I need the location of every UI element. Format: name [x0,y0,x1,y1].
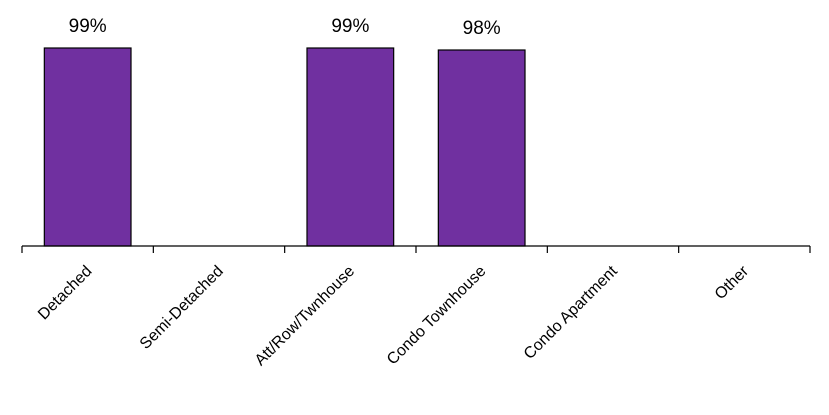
category-label: Att/Row/Twnhouse [252,263,358,369]
data-labels-group: 99% 99% 98% [69,16,501,39]
category-labels-group: Detached Semi-Detached Att/Row/Twnhouse Con… [35,262,753,369]
bar-detached [43,47,132,247]
data-label: 99% [69,16,107,37]
category-label: Other [712,262,753,303]
category-label: Detached [35,263,95,323]
data-label: 99% [331,16,369,37]
x-axis-ticks [21,246,811,253]
bars-group [43,47,526,247]
data-label: 98% [463,18,501,39]
bar-condo-townhouse [437,49,526,247]
category-label: Condo Townhouse [384,263,490,369]
category-label: Condo Apartment [521,262,621,362]
category-label: Semi-Detached [137,263,227,353]
bar-att-row-twnhouse [306,47,395,247]
